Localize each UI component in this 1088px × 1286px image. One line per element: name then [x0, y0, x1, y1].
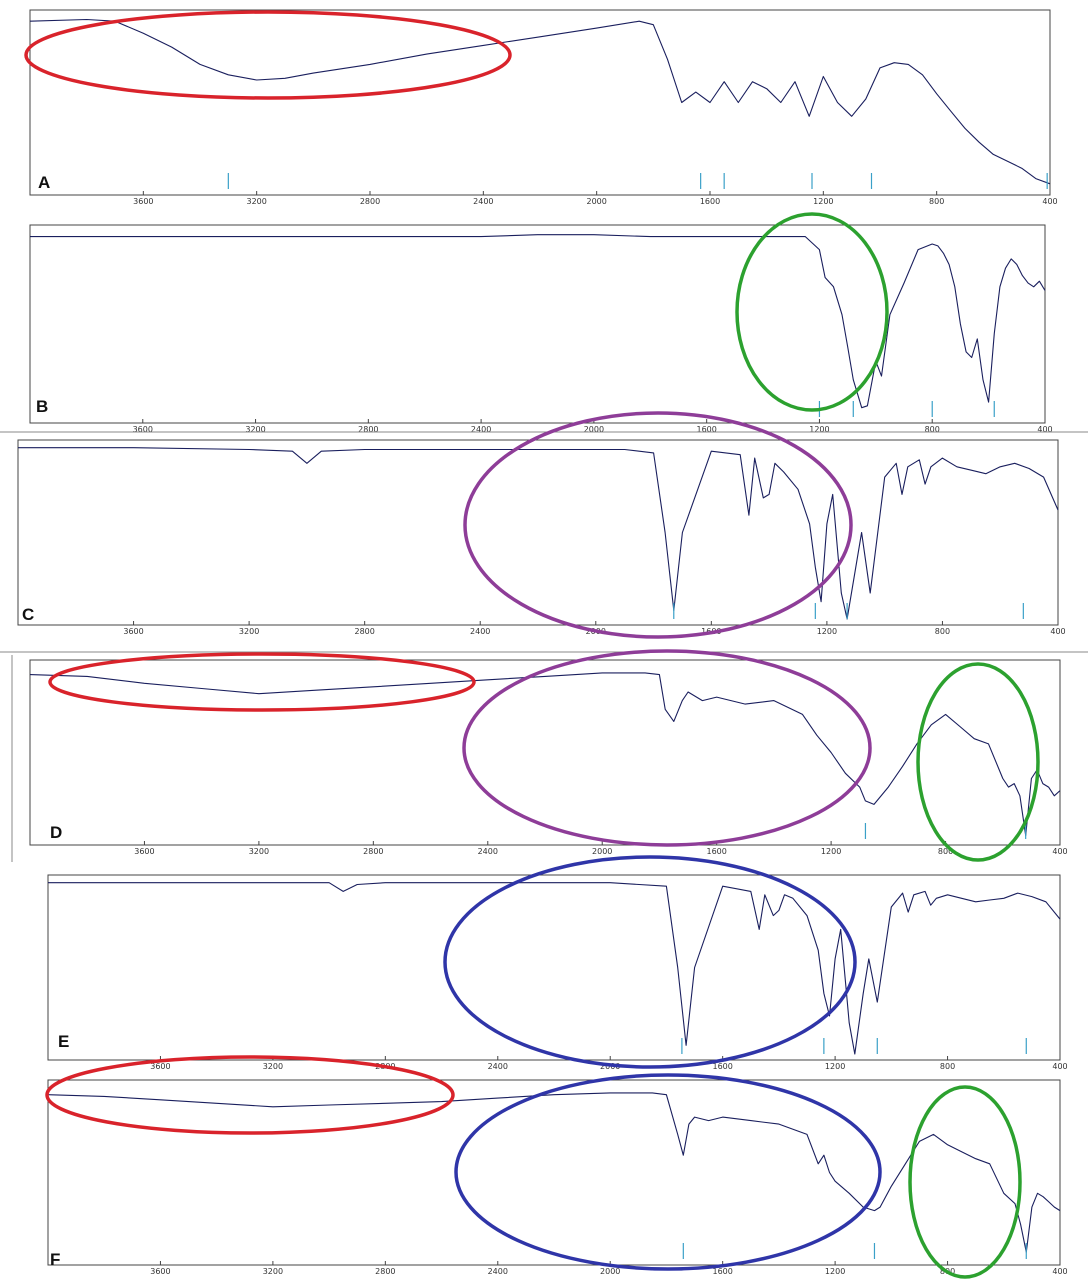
x-tick-label: 3600	[150, 1062, 170, 1071]
x-tick-label: 1200	[817, 627, 837, 636]
highlight-ellipse	[443, 855, 857, 1069]
panel-letter: D	[50, 823, 62, 842]
x-tick-label: 2400	[488, 1062, 508, 1071]
highlight-ellipse	[916, 662, 1040, 862]
highlight-ellipse	[24, 10, 512, 100]
x-tick-label: 800	[940, 1062, 955, 1071]
x-tick-label: 1600	[700, 197, 720, 206]
x-tick-label: 1200	[821, 847, 841, 856]
x-tick-label: 1200	[809, 425, 829, 434]
x-tick-label: 400	[1037, 425, 1052, 434]
x-tick-label: 3600	[150, 1267, 170, 1276]
x-tick-label: 1200	[825, 1062, 845, 1071]
plot-frame	[29, 224, 1046, 424]
x-tick-label: 400	[1052, 847, 1067, 856]
x-tick-label: 2400	[488, 1267, 508, 1276]
x-tick-label: 3200	[249, 847, 269, 856]
x-tick-label: 1600	[712, 1267, 732, 1276]
x-tick-label: 2400	[478, 847, 498, 856]
x-tick-label: 3600	[133, 425, 153, 434]
x-tick-label: 2400	[473, 197, 493, 206]
x-tick-label: 3200	[263, 1062, 283, 1071]
x-tick-label: 2000	[600, 1267, 620, 1276]
x-tick-label: 2800	[358, 425, 378, 434]
x-tick-label: 2000	[586, 197, 606, 206]
x-tick-label: 2400	[471, 425, 491, 434]
x-tick-label: 2000	[592, 847, 612, 856]
x-tick-label: 800	[935, 627, 950, 636]
x-tick-label: 3200	[246, 197, 266, 206]
panel-letter: C	[22, 605, 34, 624]
x-tick-label: 1200	[813, 197, 833, 206]
highlight-ellipse	[908, 1085, 1022, 1279]
x-tick-label: 3200	[263, 1267, 283, 1276]
x-tick-label: 1600	[712, 1062, 732, 1071]
spectrum-line	[29, 672, 1061, 837]
x-tick-label: 3600	[133, 197, 153, 206]
highlight-ellipse	[462, 649, 872, 847]
x-tick-label: 400	[1050, 627, 1065, 636]
x-tick-label: 800	[925, 425, 940, 434]
spectrum-line	[29, 18, 1051, 185]
spectrum-line	[47, 1092, 1061, 1253]
highlight-ellipses	[24, 10, 1040, 1279]
x-tick-label: 400	[1052, 1267, 1067, 1276]
highlight-ellipse	[454, 1073, 882, 1271]
panel-letter: B	[36, 397, 48, 416]
spectrum-line	[48, 882, 1061, 1055]
plot-frame	[29, 659, 1061, 846]
x-tick-label: 3600	[134, 847, 154, 856]
x-tick-label: 800	[938, 847, 953, 856]
x-tick-label: 3200	[245, 425, 265, 434]
spectrum-line	[18, 447, 1059, 620]
panel-D: 3600 3200 2800 2400 2000 1600 1200 800 400 D	[29, 659, 1068, 856]
highlight-ellipse	[735, 212, 889, 412]
x-tick-label: 2800	[363, 847, 383, 856]
x-tick-label: 3600	[123, 627, 143, 636]
x-tick-label: 1600	[706, 847, 726, 856]
x-tick-label: 1600	[696, 425, 716, 434]
panel-letter: F	[50, 1250, 60, 1269]
panel-B: 3600 3200 2800 2400 2000 1600 1200 800 400 B	[29, 224, 1053, 434]
spectrum-line	[30, 234, 1046, 409]
x-tick-label: 2000	[584, 425, 604, 434]
panel-letter: A	[38, 173, 50, 192]
x-tick-label: 2800	[375, 1267, 395, 1276]
highlight-ellipse	[45, 1055, 455, 1135]
panel-letter: E	[58, 1032, 69, 1051]
highlight-ellipse	[48, 652, 476, 712]
highlight-ellipse	[463, 411, 853, 639]
x-tick-label: 2800	[354, 627, 374, 636]
plot-frame	[29, 9, 1051, 196]
plot-frame	[17, 439, 1059, 626]
x-tick-label: 2400	[470, 627, 490, 636]
x-tick-label: 3200	[239, 627, 259, 636]
panel-A: 3600 3200 2800 2400 2000 1600 1200 800 400 A	[29, 9, 1058, 206]
x-tick-label: 1200	[825, 1267, 845, 1276]
x-tick-label: 2800	[360, 197, 380, 206]
x-tick-label: 400	[1042, 197, 1057, 206]
plot-frame	[47, 874, 1061, 1061]
x-tick-label: 800	[929, 197, 944, 206]
x-tick-label: 400	[1052, 1062, 1067, 1071]
plot-frame	[47, 1079, 1061, 1266]
